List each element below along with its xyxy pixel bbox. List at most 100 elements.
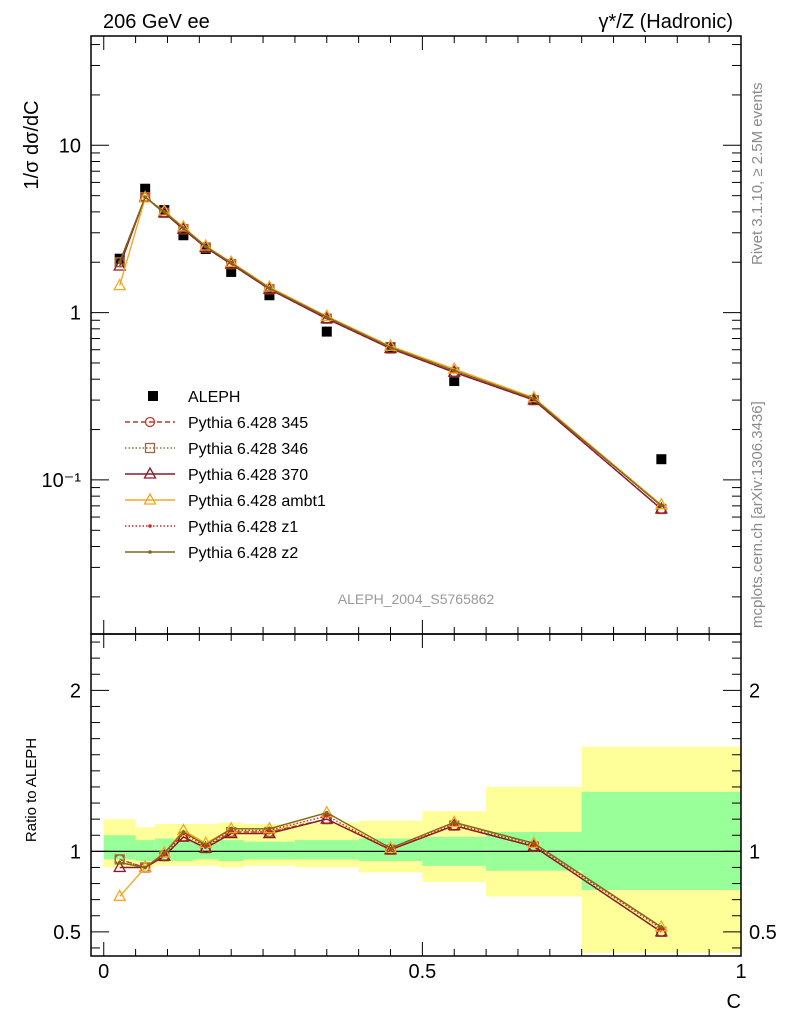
series-5-point [162, 851, 167, 855]
legend-marker [148, 391, 158, 401]
series-5-point [659, 925, 664, 929]
series-5-point [452, 820, 457, 825]
ratio-y-tick-label-right: 0.5 [749, 922, 777, 944]
ratio-plot-area [91, 746, 741, 953]
ratio-y-axis-label: Ratio to ALEPH [23, 738, 40, 842]
legend: ALEPH Pythia 6.428 345 Pythia 6.428 346 Pyt… [125, 389, 326, 562]
legend-marker [148, 524, 152, 528]
stat-uncertainty-band [243, 841, 295, 860]
main-panel: 10 1 10⁻¹ 1/σ dσ/dC ALEPH_2004_S5765862 AL… [21, 35, 742, 635]
x-tick-label: 1 [735, 961, 746, 983]
series-5-point [267, 827, 272, 831]
ratio-y-tick-label: 1 [70, 841, 81, 863]
legend-label: Pythia 6.428 ambt1 [188, 493, 326, 510]
data-point [226, 266, 237, 277]
series-1-point [114, 257, 125, 268]
legend-label: Pythia 6.428 z1 [188, 519, 298, 536]
series-2-point [113, 860, 127, 873]
series-5-point [229, 827, 233, 831]
x-axis-label: C [727, 991, 741, 1013]
series-2-point [654, 501, 668, 514]
header-left: 206 GeV ee [103, 11, 210, 33]
mcplots-label: mcplots.cern.ch [arXiv:1306.3436] [749, 401, 766, 628]
ratio-panel: 0.5 0.51 12 20 0.5 1 Ratio to ALEPH C [23, 633, 777, 1013]
series-3-point [527, 390, 541, 403]
series-4-point [324, 814, 329, 818]
stat-uncertainty-band [135, 840, 155, 862]
series-3-point [138, 190, 152, 203]
x-tick-label: 0.5 [408, 961, 436, 983]
legend-marker [143, 466, 157, 479]
ratio-frame [90, 633, 742, 957]
series-5-point [324, 810, 329, 815]
series-5-point [388, 345, 393, 350]
series-5-point [117, 260, 122, 265]
data-point [264, 290, 275, 301]
legend-marker [144, 442, 156, 454]
series-5-point [143, 195, 147, 199]
ratio-ticks: 0.5 0.51 12 20 0.5 1 [53, 634, 777, 983]
legend-label: Pythia 6.428 z2 [188, 545, 298, 562]
series-3-point [383, 338, 398, 351]
series-5-point [267, 286, 272, 290]
watermark: ALEPH_2004_S5765862 [338, 591, 495, 607]
series-5-point [162, 210, 167, 214]
series-5-point [181, 226, 186, 230]
series-line-4 [119, 815, 662, 930]
y-tick-label: 1 [70, 303, 81, 325]
main-y-ticks: 10 1 10⁻¹ [42, 36, 742, 634]
header-right: γ*/Z (Hadronic) [599, 11, 733, 33]
series-2-point [320, 811, 334, 824]
series-2-point [199, 240, 213, 253]
ratio-y-tick-label-right: 2 [749, 680, 760, 702]
series-line-2 [119, 818, 662, 933]
stat-uncertainty-band [103, 835, 136, 860]
data-point [449, 376, 460, 387]
y-tick-label: 10 [59, 135, 81, 157]
series-5-point [229, 261, 233, 265]
data-point [200, 243, 211, 254]
series-3-point [447, 815, 461, 828]
legend-marker [143, 492, 157, 505]
series-3-point [447, 361, 461, 374]
legend-label: Pythia 6.428 345 [188, 415, 308, 432]
data-point [178, 230, 189, 241]
series-3-point [113, 889, 127, 902]
series-2-point [157, 205, 171, 218]
series-5-point [203, 244, 208, 249]
series-5-point [117, 860, 122, 865]
main-y-axis-label: 1/σ dσ/dC [21, 100, 43, 189]
series-5-point [143, 865, 147, 870]
series-3-point [113, 278, 127, 291]
series-2-point [224, 256, 238, 269]
series-5-point [203, 843, 208, 847]
ratio-y-tick-label: 0.5 [53, 922, 81, 944]
rivet-label: Rivet 3.1.10, ≥ 2.5M events [749, 83, 766, 266]
series-5-point [532, 841, 536, 846]
series-5-point [388, 846, 393, 850]
ratio-y-tick-label: 2 [70, 680, 81, 702]
legend-label: ALEPH [188, 389, 240, 406]
series-line-5 [119, 811, 662, 928]
series-2-point [113, 258, 127, 271]
legend-label: Pythia 6.428 346 [188, 441, 308, 458]
legend-marker [144, 416, 156, 428]
x-tick-label: 0 [98, 961, 109, 983]
stat-uncertainty-band [581, 791, 741, 890]
stat-uncertainty-band [192, 841, 219, 860]
series-5-point [659, 504, 664, 508]
series-2-point [176, 221, 191, 234]
stat-uncertainty-band [294, 840, 359, 860]
series-5-point [324, 315, 329, 319]
series-3-point [224, 821, 238, 834]
series-5-point [181, 830, 186, 834]
y-tick-label: 10⁻¹ [42, 470, 82, 492]
legend-marker [148, 550, 152, 554]
stat-uncertainty-band [173, 840, 193, 862]
series-5-point [452, 368, 457, 373]
data-point [140, 183, 151, 194]
series-line-5 [119, 195, 662, 507]
ratio-y-tick-label-right: 1 [749, 841, 760, 863]
main-plot-area [113, 183, 668, 515]
